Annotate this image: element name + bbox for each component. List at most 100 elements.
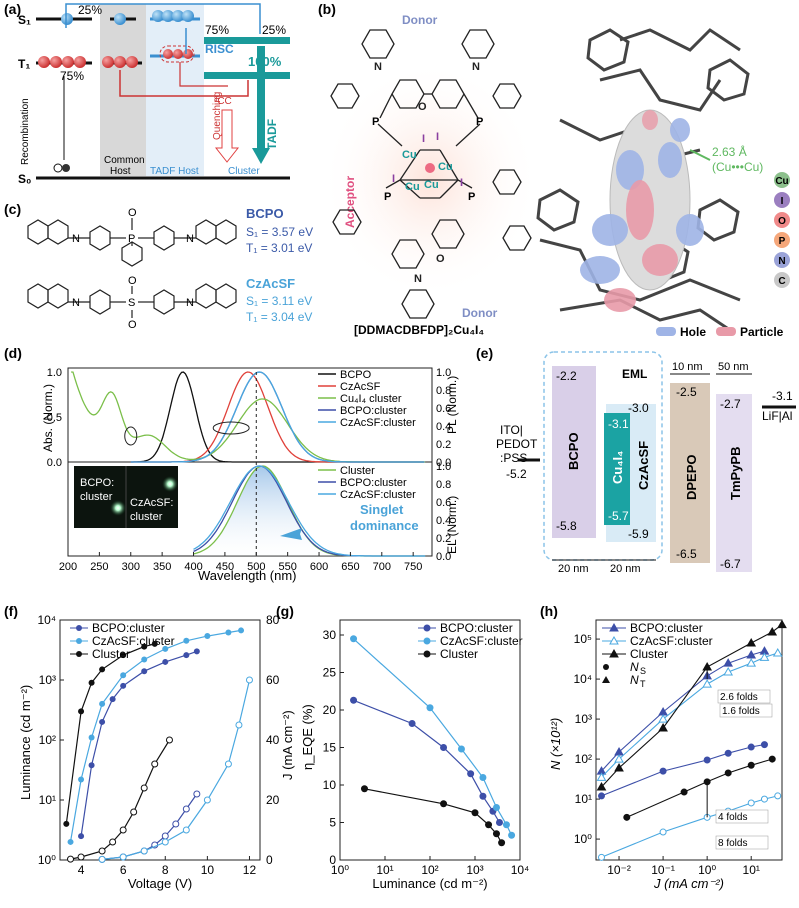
common-host-label-1: Common xyxy=(104,155,145,166)
f-lum-point xyxy=(120,652,127,659)
g-point xyxy=(467,770,475,778)
d-ylabel-right-top: PL (Norm.) xyxy=(445,376,459,434)
distance-label: 2.63 Å xyxy=(712,144,747,159)
f-ytick-label: 10⁰ xyxy=(38,853,56,867)
g-point xyxy=(479,792,487,800)
ito-label-1: ITO| xyxy=(500,423,523,437)
h-ytick-label: 10³ xyxy=(575,712,592,726)
h-point xyxy=(767,627,778,636)
tmpypb-bar xyxy=(716,394,752,572)
bcpo-t1: T₁ = 3.01 eV xyxy=(246,241,312,255)
h-point xyxy=(746,649,757,659)
hole-swatch xyxy=(656,327,676,336)
common-host-label-2: Host xyxy=(110,166,131,177)
bcpo-name: BCPO xyxy=(246,206,284,221)
h-annotation-box xyxy=(717,689,771,704)
f-j-point xyxy=(140,784,148,792)
d-xtick-label: 250 xyxy=(90,561,108,573)
f-lum-point xyxy=(151,640,158,647)
f-j-point xyxy=(182,826,190,834)
ito-label-3: :PSS xyxy=(500,451,527,465)
f-j-point xyxy=(77,853,85,861)
h-ytick-label: 10² xyxy=(575,752,592,766)
element-label-n: N xyxy=(778,256,785,267)
c-atom-o-2: O xyxy=(128,275,137,287)
f-lum-point xyxy=(193,648,200,655)
h-line-4 xyxy=(626,758,773,818)
c-atom-o-3: O xyxy=(128,319,137,331)
f-j-point xyxy=(119,853,127,861)
tadf-host-band xyxy=(146,4,204,176)
g-legend-marker xyxy=(423,650,431,658)
d-ytick-label-right-bottom: 0.0 xyxy=(436,551,451,563)
g-legend-marker xyxy=(423,624,431,632)
g-ytick-label: 20 xyxy=(323,703,337,717)
g-point xyxy=(508,831,516,839)
g-point xyxy=(408,720,416,727)
photo-right-label-1: CzAcSF: xyxy=(130,497,173,509)
panel-label-e: (e) xyxy=(476,345,493,361)
d-ytick-label-left: 1.0 xyxy=(47,367,62,379)
bcpo-s1: S₁ = 3.57 eV xyxy=(246,225,313,239)
f-lum-point xyxy=(99,718,106,725)
f-j-point xyxy=(98,855,106,863)
f-j-point xyxy=(224,760,232,768)
d-xtick-label: 500 xyxy=(247,561,265,573)
s1-label: S₁ xyxy=(18,13,31,27)
f-lum-point xyxy=(99,666,106,673)
g-ytick-label: 30 xyxy=(323,628,337,642)
h-point xyxy=(724,769,732,777)
bcpo-homo-top: -2.2 xyxy=(556,369,577,383)
g-xtick-label: 10² xyxy=(421,863,438,877)
h-point xyxy=(723,667,734,676)
d10-label: 10 nm xyxy=(672,361,703,373)
d-ytick-label-right-top: 0.2 xyxy=(436,439,451,451)
h-legend-marker xyxy=(609,635,619,645)
h-legend-label: CzAcSF:cluster xyxy=(630,634,713,648)
f-lum-point xyxy=(141,668,148,675)
f-xlabel: Voltage (V) xyxy=(128,876,192,891)
d-legend-label-bottom: Cluster xyxy=(340,465,375,477)
f-lum-point xyxy=(162,658,169,665)
dpepo-bar-label: DPEPO xyxy=(684,454,699,500)
h-point xyxy=(702,679,713,688)
d-xtick-label: 550 xyxy=(278,561,296,573)
f-j-point xyxy=(245,676,253,684)
quenching-label: Quenching xyxy=(212,92,223,140)
f-lum-point xyxy=(99,700,106,707)
f-lum-point xyxy=(78,776,85,783)
d-xtick-label: 450 xyxy=(216,561,234,573)
g-point xyxy=(502,821,510,829)
d-pl-marker xyxy=(212,421,250,435)
g-xlabel: Luminance (cd m⁻²) xyxy=(372,876,487,891)
f-lum-point xyxy=(109,696,116,703)
s0-label: S₀ xyxy=(18,172,31,186)
atom-i-3: I xyxy=(460,177,463,189)
f-y2tick-label: 20 xyxy=(266,793,280,807)
c-atom-n-2: N xyxy=(186,233,194,245)
panel-e: (e) EML -2.2 -5.8 -3.1 -5.7 -3.0 -5.9 -2… xyxy=(476,345,796,575)
h-legend-ns-marker xyxy=(603,664,609,670)
panel-label-a: (a) xyxy=(4,1,21,17)
f-y2tick-label: 80 xyxy=(266,613,280,627)
h-legend-nt-marker xyxy=(602,676,610,683)
g-xtick-label: 10³ xyxy=(466,863,483,877)
atom-n-2: N xyxy=(472,61,480,73)
d-ytick-label-right-bottom: 0.2 xyxy=(436,533,451,545)
f-lum-point xyxy=(162,645,169,652)
h-xtick-label: 10⁻² xyxy=(607,863,631,877)
h-ytick-label: 10⁴ xyxy=(573,672,592,686)
element-label-i: I xyxy=(781,196,784,207)
lif-label: LiF|Al xyxy=(762,409,792,423)
d-legend-label-bottom: CzAcSF:cluster xyxy=(340,489,416,501)
particle-swatch xyxy=(716,327,736,336)
atom-o-2: O xyxy=(436,253,445,265)
f-lum-point xyxy=(88,762,95,769)
cz-lumo: -5.9 xyxy=(628,527,649,541)
compound-name: [DDMACDBFDP]₂Cu₄I₄ xyxy=(354,323,484,337)
f-j-point xyxy=(165,736,173,744)
f-j-point xyxy=(193,790,201,798)
d50-label: 50 nm xyxy=(718,361,749,373)
